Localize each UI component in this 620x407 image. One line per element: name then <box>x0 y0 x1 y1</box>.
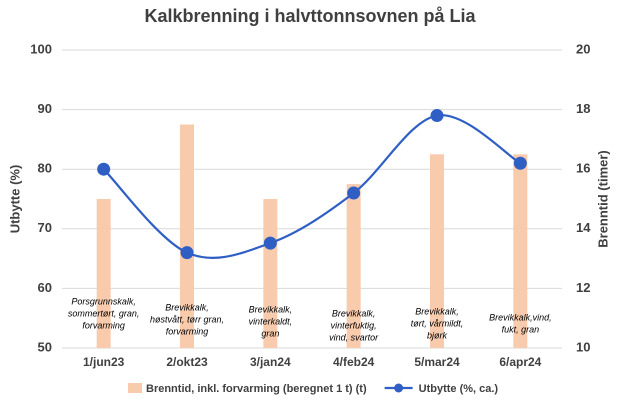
bar <box>346 184 361 348</box>
x-tick-label: 3/jan24 <box>250 355 291 369</box>
marker <box>513 156 527 170</box>
y2-tick-label: 10 <box>576 339 590 354</box>
x-tick-label: 4/feb24 <box>333 355 375 369</box>
y2-tick-label: 12 <box>576 280 590 295</box>
bar <box>180 124 194 348</box>
annotation: Brevikkalk, <box>165 302 209 312</box>
y2-tick-label: 16 <box>576 161 590 176</box>
annotation: fukt, gran <box>502 324 540 334</box>
annotation: gran <box>261 328 279 338</box>
chart-title: Kalkbrenning i halvttonnsovnen på Lia <box>144 6 476 26</box>
bar <box>263 199 278 348</box>
bar <box>430 154 444 348</box>
bar <box>96 199 111 348</box>
y-tick-label: 80 <box>38 161 52 176</box>
y-tick-label: 60 <box>38 280 52 295</box>
y-tick-label: 50 <box>38 339 52 354</box>
marker <box>347 186 361 200</box>
y-axis-label: Utbytte (%) <box>7 165 22 234</box>
y2-tick-label: 18 <box>576 101 590 116</box>
annotation: forvarming <box>166 326 209 336</box>
y-tick-label: 100 <box>30 41 52 56</box>
annotation: vinterkaldt, <box>249 316 293 326</box>
annotation: høstvått, tørr gran, <box>150 314 224 324</box>
annotation: Brevikkalk,vind, <box>489 312 552 322</box>
bar <box>513 154 528 348</box>
annotation: Brevikkalk, <box>249 304 293 314</box>
annotation: vinterfuktig, <box>331 320 377 330</box>
y2-axis-label: Brenntid (timer) <box>595 150 610 248</box>
marker <box>97 162 111 176</box>
y2-tick-label: 20 <box>576 41 590 56</box>
x-tick-label: 5/mar24 <box>414 355 460 369</box>
annotation: Brevikkalk, <box>332 308 376 318</box>
y-tick-label: 70 <box>38 220 52 235</box>
y2-tick-label: 14 <box>576 220 591 235</box>
x-tick-label: 2/okt23 <box>166 355 208 369</box>
annotation: Porsgrunnskalk, <box>71 296 136 306</box>
annotation: tørt, vårmildt, <box>411 318 464 328</box>
marker <box>263 236 277 250</box>
legend-label: Utbytte (%, ca.) <box>419 383 499 395</box>
legend-swatch <box>394 383 404 393</box>
marker <box>430 109 444 123</box>
line <box>102 114 521 259</box>
annotation: forvarming <box>82 320 125 330</box>
annotation: bjørk <box>427 330 447 340</box>
x-tick-label: 1/jun23 <box>83 355 125 369</box>
y-tick-label: 90 <box>38 101 52 116</box>
marker <box>180 246 194 260</box>
annotation: vind, svartor <box>329 332 379 342</box>
annotation: Brevikkalk, <box>415 306 459 316</box>
x-tick-label: 6/apr24 <box>499 355 541 369</box>
legend-swatch <box>128 383 142 393</box>
legend-label: Brenntid, inkl. forvarming (beregnet 1 t… <box>146 383 367 395</box>
annotation: sommertørt, gran, <box>68 308 140 318</box>
